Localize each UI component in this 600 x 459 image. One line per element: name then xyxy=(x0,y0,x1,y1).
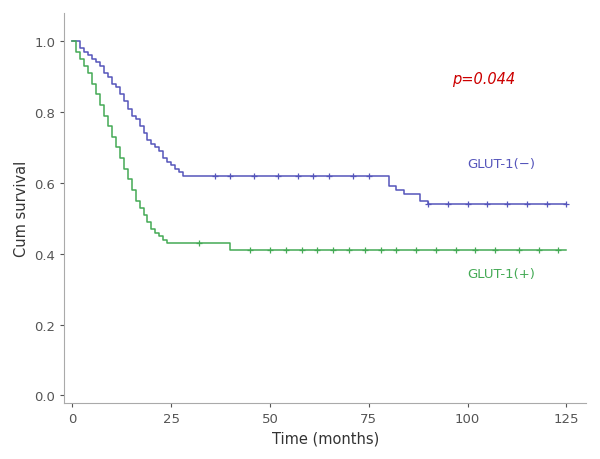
Text: GLUT-1(+): GLUT-1(+) xyxy=(467,267,535,280)
Text: p=0.044: p=0.044 xyxy=(452,72,515,87)
Text: GLUT-1(−): GLUT-1(−) xyxy=(467,157,536,171)
Y-axis label: Cum survival: Cum survival xyxy=(14,160,29,256)
X-axis label: Time (months): Time (months) xyxy=(272,430,379,445)
